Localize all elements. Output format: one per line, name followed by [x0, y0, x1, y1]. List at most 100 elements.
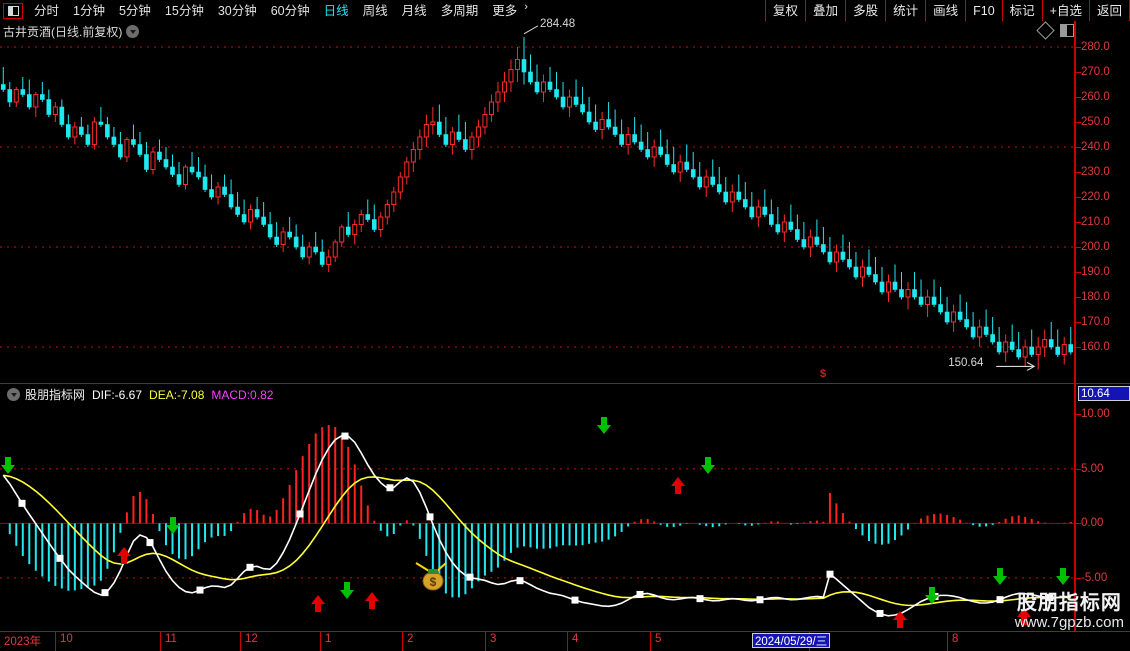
date-separator — [240, 632, 241, 651]
dif-point-marker — [246, 563, 254, 571]
toolbar-button-2[interactable]: 多股 — [845, 0, 885, 21]
price-axis-label-8: 200.0 — [1081, 241, 1110, 253]
sell-arrow-icon — [993, 568, 1007, 585]
dif-point-marker — [996, 596, 1004, 604]
period-tabs: 分时 1分钟 5分钟 15分钟 30分钟 60分钟 日线 周线 月线 多周期 更多 › — [27, 1, 534, 21]
price-axis-label-3: 250.0 — [1081, 116, 1110, 128]
period-tab-8[interactable]: 月线 — [401, 3, 427, 18]
dif-point-marker — [516, 577, 524, 585]
price-axis-label-6: 220.0 — [1081, 191, 1110, 203]
dif-point-marker — [826, 570, 834, 578]
period-tab-4[interactable]: 30分钟 — [217, 3, 257, 18]
top-toolbar: 分时 1分钟 5分钟 15分钟 30分钟 60分钟 日线 周线 月线 多周期 更多 › 复权 叠加 多股统… — [0, 0, 1130, 22]
svg-text:$: $ — [430, 575, 437, 589]
toolbar-button-5[interactable]: F10 — [965, 0, 1002, 21]
date-label-7: 4 — [572, 633, 579, 645]
period-tab-6[interactable]: 日线 — [323, 3, 349, 18]
dif-point-marker — [466, 573, 474, 581]
period-tab-0[interactable]: 分时 — [34, 3, 60, 18]
sell-arrow-icon — [597, 417, 611, 434]
indicator-name: 股朋指标网 — [25, 388, 86, 402]
price-axis-tick — [1076, 272, 1081, 273]
macd-axis: 10.64 10.00 5.00 0.00 -5.00 — [1074, 384, 1130, 631]
macd-chart[interactable]: $ — [0, 384, 1074, 631]
price-axis-tick — [1076, 197, 1081, 198]
period-tab-3[interactable]: 15分钟 — [164, 3, 204, 18]
macd-svg: $ — [0, 417, 1074, 628]
date-label-5: 2 — [407, 633, 414, 645]
buy-arrow-icon — [365, 592, 379, 609]
price-axis-tick — [1076, 122, 1081, 123]
macd-current-value: 10.64 — [1078, 386, 1130, 401]
price-axis-tick — [1076, 297, 1081, 298]
toolbar-button-6[interactable]: 标记 — [1001, 0, 1042, 21]
period-tab-2[interactable]: 5分钟 — [118, 3, 151, 18]
price-axis-tick — [1076, 322, 1081, 323]
toolbar-button-0[interactable]: 复权 — [765, 0, 805, 21]
price-axis-label-7: 210.0 — [1081, 216, 1110, 228]
period-tab-7[interactable]: 周线 — [362, 3, 388, 18]
dif-point-marker — [296, 510, 304, 518]
price-axis-tick — [1076, 347, 1081, 348]
dif-point-marker — [756, 596, 764, 604]
macd-axis-label-2: 0.00 — [1081, 517, 1104, 530]
chevron-right-icon[interactable]: › — [524, 0, 528, 13]
chevron-down-icon[interactable] — [126, 25, 140, 38]
price-panel-header-icons — [1036, 21, 1074, 40]
date-label-8: 5 — [655, 633, 662, 645]
price-axis-label-10: 180.0 — [1081, 291, 1110, 303]
price-axis-label-1: 270.0 — [1081, 66, 1110, 78]
period-tab-5[interactable]: 60分钟 — [270, 3, 310, 18]
buy-arrow-icon — [117, 547, 131, 564]
page-title: 古井贡酒(日线.前复权) — [3, 25, 123, 39]
toolbar-button-3[interactable]: 统计 — [885, 0, 925, 21]
date-separator — [402, 632, 403, 651]
sell-arrow-icon — [701, 457, 715, 474]
toolbar-button-4[interactable]: 画线 — [925, 0, 965, 21]
price-axis-label-2: 260.0 — [1081, 91, 1110, 103]
low-price-label: 150.64 — [948, 357, 984, 370]
candlestick-svg: $ — [0, 25, 1074, 380]
high-marker — [523, 25, 539, 35]
date-cursor-label: 2024/05/29/三 — [752, 633, 831, 648]
dif-value: DIF:-6.67 — [92, 387, 143, 402]
candlestick-chart[interactable]: $ — [0, 21, 1074, 383]
dif-point-marker — [1046, 593, 1054, 601]
date-label-0: 2023年 — [4, 636, 42, 648]
price-axis-label-11: 170.0 — [1081, 316, 1110, 328]
toolbar-button-1[interactable]: 叠加 — [805, 0, 845, 21]
date-separator — [320, 632, 321, 651]
macd-panel: 股朋指标网 DIF:-6.67 DEA:-7.08 MACD:0.82 $ 10… — [0, 383, 1130, 632]
toolbar-button-8[interactable]: 返回 — [1088, 0, 1130, 21]
high-price-label: 284.48 — [539, 17, 576, 30]
period-tab-9[interactable]: 多周期 — [440, 3, 479, 18]
money-bag-icon: $ — [415, 562, 447, 591]
toolbar-button-7[interactable]: +自选 — [1041, 0, 1089, 21]
period-tab-10[interactable]: 更多 — [492, 3, 518, 18]
dif-point-marker — [426, 513, 434, 521]
buy-arrow-icon — [311, 595, 325, 612]
dif-point-marker — [636, 590, 644, 598]
dif-point-marker — [101, 589, 109, 597]
diamond-icon[interactable] — [1036, 21, 1055, 40]
price-axis-tick — [1076, 147, 1081, 148]
macd-axis-label-0: 10.00 — [1081, 408, 1110, 421]
buy-arrow-icon — [893, 611, 907, 628]
sell-arrow-icon — [166, 517, 180, 534]
period-tab-1[interactable]: 1分钟 — [73, 3, 105, 18]
buy-arrow-icon — [671, 477, 685, 494]
date-separator — [55, 632, 56, 651]
split-panel-icon[interactable] — [1060, 24, 1074, 37]
split-panel-icon[interactable] — [3, 2, 23, 19]
toolbar-right-buttons: 复权 叠加 多股 统计 画线 F10 标记 +自选 返回 — [765, 0, 1130, 21]
dif-point-marker — [56, 554, 64, 562]
chevron-down-icon[interactable] — [7, 388, 20, 401]
price-axis-tick — [1076, 172, 1081, 173]
date-label-10: 8 — [952, 633, 959, 645]
price-axis-tick — [1076, 97, 1081, 98]
price-axis-tick — [1076, 247, 1081, 248]
sell-arrow-icon — [1, 457, 15, 474]
dea-value: DEA:-7.08 — [149, 387, 205, 402]
date-label-1: 10 — [60, 633, 73, 645]
